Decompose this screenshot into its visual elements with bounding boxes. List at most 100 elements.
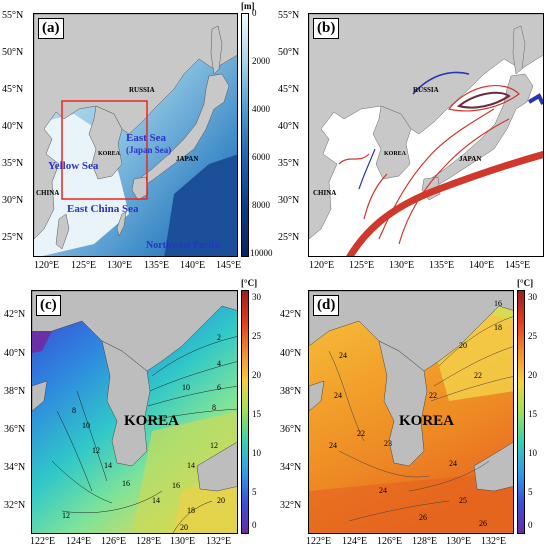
colorbar-tick: 15 xyxy=(252,409,261,419)
colorbar-tick: 20 xyxy=(528,370,537,380)
lon-tick: 126°E xyxy=(377,536,403,547)
colorbar-unit: [m] xyxy=(241,1,255,11)
lon-tick: 128°E xyxy=(412,536,438,547)
lat-tick: 38°N xyxy=(280,386,302,397)
lon-tick: 122°E xyxy=(306,536,332,547)
lon-tick: 132°E xyxy=(206,536,232,547)
lon-tick: 132°E xyxy=(481,536,507,547)
contour-label: 20 xyxy=(459,341,467,350)
contour-label: 4 xyxy=(217,359,221,368)
contour-label: 18 xyxy=(187,506,195,515)
panel-d-summer-sst: 42°N 40°N 38°N 36°N 34°N 32°N xyxy=(274,276,548,550)
lat-tick: 38°N xyxy=(4,386,26,397)
contour-label: 16 xyxy=(172,481,180,490)
colorbar-tick: 0 xyxy=(252,520,257,530)
panel-tag: (b) xyxy=(313,18,340,39)
lat-tick: 32°N xyxy=(4,500,26,511)
colorbar-tick: 10000 xyxy=(250,248,273,258)
colorbar-unit: [°C] xyxy=(241,278,258,288)
summer-sst-map: (d) KOREA 16 18 20 22 24 24 24 22 23 24 … xyxy=(308,290,514,534)
label-korea: KOREA xyxy=(98,151,121,157)
lon-tick: 120°E xyxy=(34,260,60,271)
contour-label: 14 xyxy=(152,496,160,505)
lon-tick: 120°E xyxy=(309,260,335,271)
contour-label: 6 xyxy=(217,383,221,392)
label-east-sea: East Sea xyxy=(126,132,167,144)
contour-label: 22 xyxy=(474,371,482,380)
colorbar-tick: 0 xyxy=(252,8,257,18)
contour-label: 18 xyxy=(494,323,502,332)
lon-tick: 122°E xyxy=(30,536,56,547)
lon-tick: 125°E xyxy=(349,260,375,271)
colorbar-tick: 25 xyxy=(528,331,537,341)
label-japan-sea: (Japan Sea) xyxy=(126,145,172,155)
label-russia: RUSSIA xyxy=(129,86,155,94)
label-east-china-sea: East China Sea xyxy=(67,203,139,215)
label-russia: RUSSIA xyxy=(413,86,439,94)
panel-a-bathymetry: 55°N 50°N 45°N 40°N 35°N 30°N 25°N xyxy=(0,0,274,275)
lat-tick: 45°N xyxy=(278,84,300,95)
panel-c-winter-sst: 42°N 40°N 38°N 36°N 34°N 32°N xyxy=(0,276,274,550)
lat-tick: 55°N xyxy=(278,10,300,21)
lat-tick: 50°N xyxy=(2,47,24,58)
panel-b-currents: 55°N 50°N 45°N 40°N 35°N 30°N 25°N (b) R xyxy=(274,0,548,275)
contour-label: 24 xyxy=(329,441,337,450)
contour-label: 10 xyxy=(182,383,190,392)
current-map: (b) RUSSIA KOREA JAPAN CHINA xyxy=(308,13,544,257)
contour-label: 24 xyxy=(334,391,342,400)
contour-label: 26 xyxy=(479,519,487,528)
panel-tag: (c) xyxy=(36,295,61,316)
lat-tick: 55°N xyxy=(2,10,24,21)
lat-tick: 45°N xyxy=(2,84,24,95)
label-china: CHINA xyxy=(313,189,337,197)
contour-label: 12 xyxy=(92,446,100,455)
contour-label: 16 xyxy=(122,479,130,488)
lon-tick: 145°E xyxy=(505,260,531,271)
label-northwest-pacific: Northwest Pacific xyxy=(146,240,222,251)
colorbar-tick: 25 xyxy=(252,331,261,341)
colorbar-tick: 5 xyxy=(252,487,257,497)
colorbar-tick: 5 xyxy=(528,487,533,497)
contour-label: 23 xyxy=(384,439,392,448)
lat-tick: 42°N xyxy=(4,309,26,320)
contour-label: 24 xyxy=(339,351,347,360)
lat-tick: 50°N xyxy=(278,47,300,58)
bathymetry-map: (a) RUSSIA East Sea (Japan Sea) KOREA JA… xyxy=(33,13,238,257)
label-japan: JAPAN xyxy=(176,155,199,163)
lat-tick: 25°N xyxy=(2,232,24,243)
lon-tick: 130°E xyxy=(170,536,196,547)
lat-tick: 42°N xyxy=(280,309,302,320)
contour-label: 16 xyxy=(494,299,502,308)
colorbar-tick: 10 xyxy=(252,448,261,458)
label-japan: JAPAN xyxy=(459,155,482,163)
colorbar-tick: 6000 xyxy=(252,152,270,162)
contour-label: 22 xyxy=(429,391,437,400)
contour-label: 8 xyxy=(212,403,216,412)
lat-tick: 36°N xyxy=(4,424,26,435)
lat-tick: 35°N xyxy=(278,158,300,169)
lon-tick: 140°E xyxy=(180,260,206,271)
lon-tick: 125°E xyxy=(71,260,97,271)
colorbar-tick: 30 xyxy=(528,292,537,302)
colorbar-tick: 30 xyxy=(252,292,261,302)
contour-label: 14 xyxy=(187,461,195,470)
lat-tick: 40°N xyxy=(278,121,300,132)
lon-tick: 126°E xyxy=(101,536,127,547)
label-korea: KOREA xyxy=(384,151,407,157)
contour-label: 26 xyxy=(419,513,427,522)
label-korea: KOREA xyxy=(399,413,455,429)
panel-tag: (a) xyxy=(38,18,64,39)
lat-tick: 25°N xyxy=(278,232,300,243)
lat-tick: 40°N xyxy=(4,348,26,359)
lon-tick: 130°E xyxy=(107,260,133,271)
colorbar-tick: 2000 xyxy=(252,56,270,66)
contour-label: 8 xyxy=(72,406,76,415)
lon-tick: 140°E xyxy=(469,260,495,271)
lat-tick: 30°N xyxy=(2,195,24,206)
lon-tick: 135°E xyxy=(144,260,170,271)
lon-tick: 124°E xyxy=(66,536,92,547)
colorbar-tick: 15 xyxy=(528,409,537,419)
lat-tick: 35°N xyxy=(2,158,24,169)
label-china: CHINA xyxy=(36,189,60,197)
contour-label: 22 xyxy=(357,429,365,438)
